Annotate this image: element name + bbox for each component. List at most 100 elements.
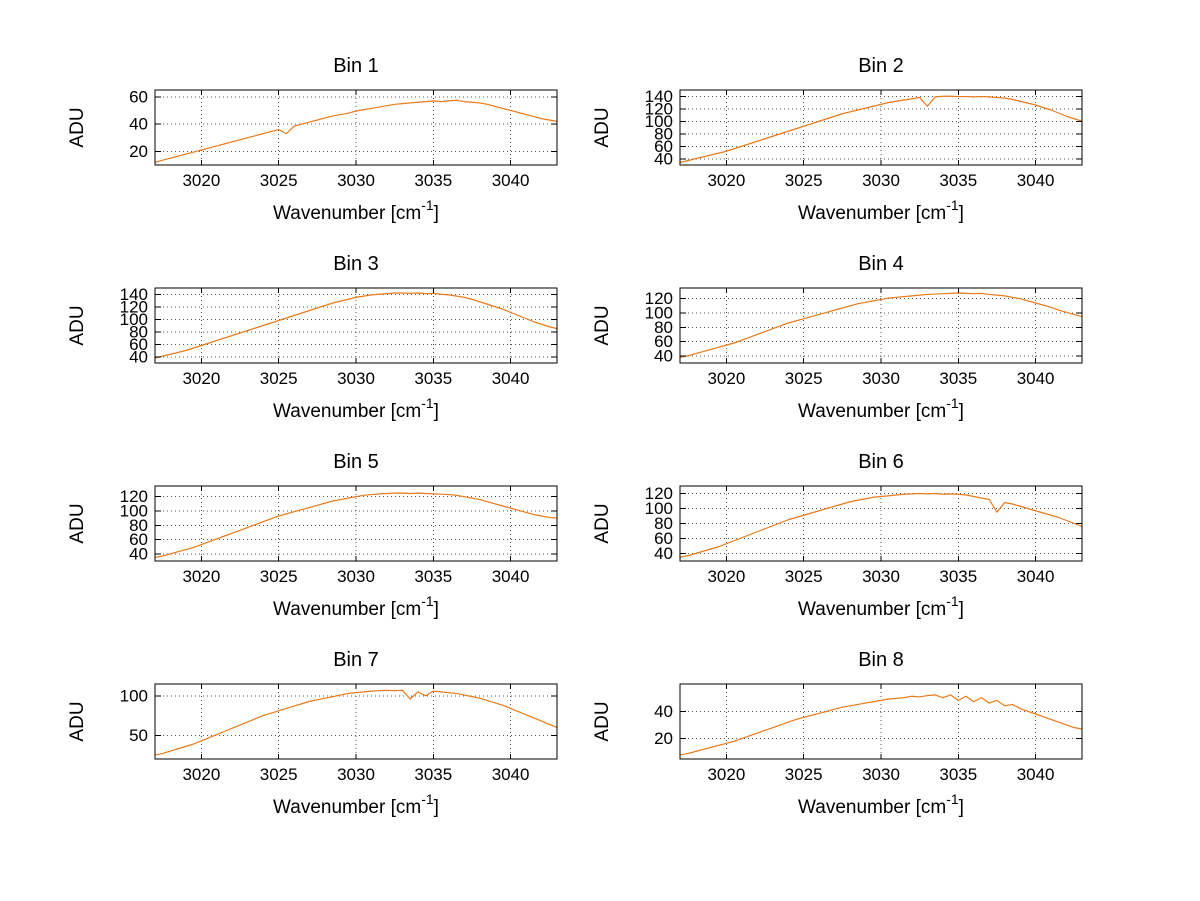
- subplot-bin-6: 3020 3025 3030 3035 3040 40 60 80 100 120 Bin 6 Wav…: [550, 448, 1104, 633]
- subplot-bin-5: 3020 3025 3030 3035 3040 40 60 80 100 120 Bin 5 Wav…: [25, 448, 579, 633]
- chart-title-bin-7: Bin 7: [333, 649, 379, 671]
- y-tick-label: 60: [129, 530, 148, 549]
- y-tick-label: 20: [129, 142, 148, 161]
- x-tick-label: 3040: [1017, 765, 1055, 784]
- y-tick-label: 40: [654, 346, 673, 365]
- y-axis-label: ADU: [592, 107, 613, 147]
- chart-svg-bin-1: 3020 3025 3030 3035 3040 20 40 60 Bin 1 Wavenumbe…: [67, 55, 558, 224]
- x-tick-label: 3035: [939, 171, 977, 190]
- axes-box: [154, 287, 558, 364]
- x-tick-label: 3030: [862, 171, 900, 190]
- x-tick-label: 3020: [707, 171, 745, 190]
- y-tick-label: 40: [129, 544, 148, 563]
- x-tick-label: 3025: [260, 171, 298, 190]
- spectrum-line-bin-2: [679, 95, 1083, 164]
- axes-box: [154, 89, 558, 166]
- y-tick-label: 100: [645, 112, 673, 131]
- y-tick-label: 120: [645, 99, 673, 118]
- y-tick-label: 60: [654, 332, 673, 351]
- x-tick-label: 3030: [862, 567, 900, 586]
- x-tick-label: 3020: [182, 765, 220, 784]
- x-axis-label: Wavenumber [cm-1]: [273, 593, 439, 620]
- y-tick-label: 120: [120, 297, 148, 316]
- y-tick-label: 40: [654, 702, 673, 721]
- x-tick-label: 3020: [182, 567, 220, 586]
- x-tick-label: 3035: [414, 567, 452, 586]
- chart-title-bin-2: Bin 2: [858, 55, 904, 77]
- x-tick-label: 3030: [862, 369, 900, 388]
- x-tick-label: 3020: [707, 369, 745, 388]
- y-tick-label: 80: [654, 318, 673, 337]
- chart-svg-bin-8: 3020 3025 3030 3035 3040 20 40 Bin 8 Wavenumber …: [592, 649, 1083, 818]
- x-tick-label: 3040: [492, 171, 530, 190]
- x-tick-label: 3040: [492, 567, 530, 586]
- y-axis-label: ADU: [67, 503, 88, 543]
- axes-box: [679, 683, 1083, 760]
- y-tick-label: 100: [645, 499, 673, 518]
- x-axis-label: Wavenumber [cm-1]: [798, 791, 964, 818]
- chart-title-bin-8: Bin 8: [858, 649, 904, 671]
- y-tick-label: 20: [654, 729, 673, 748]
- chart-title-bin-5: Bin 5: [333, 451, 379, 473]
- x-tick-label: 3040: [1017, 369, 1055, 388]
- subplot-bin-8: 3020 3025 3030 3035 3040 20 40 Bin 8 Wavenumber …: [550, 646, 1104, 831]
- subplot-bin-7: 3020 3025 3030 3035 3040 50 100 Bin 7 Wavenumber…: [25, 646, 579, 831]
- y-tick-label: 100: [120, 310, 148, 329]
- y-tick-label: 80: [129, 322, 148, 341]
- spectrum-line-bin-6: [679, 492, 1083, 558]
- x-tick-label: 3025: [260, 567, 298, 586]
- y-axis-label: ADU: [67, 305, 88, 345]
- y-tick-label: 80: [129, 516, 148, 535]
- chart-title-bin-1: Bin 1: [333, 55, 379, 77]
- y-tick-label: 120: [120, 487, 148, 506]
- y-tick-label: 60: [654, 137, 673, 156]
- x-axis-label: Wavenumber [cm-1]: [798, 593, 964, 620]
- x-tick-label: 3020: [707, 567, 745, 586]
- x-tick-label: 3040: [492, 369, 530, 388]
- x-tick-label: 3035: [414, 369, 452, 388]
- x-tick-label: 3020: [182, 369, 220, 388]
- chart-title-bin-3: Bin 3: [333, 253, 379, 275]
- y-tick-label: 40: [654, 544, 673, 563]
- y-tick-label: 40: [129, 347, 148, 366]
- x-axis-label: Wavenumber [cm-1]: [798, 395, 964, 422]
- x-tick-label: 3035: [939, 765, 977, 784]
- y-tick-label: 50: [129, 726, 148, 745]
- x-tick-label: 3035: [414, 765, 452, 784]
- y-tick-label: 100: [120, 686, 148, 705]
- x-tick-label: 3035: [414, 171, 452, 190]
- x-tick-label: 3040: [1017, 171, 1055, 190]
- spectrum-line-bin-5: [154, 492, 558, 559]
- spectrum-line-bin-3: [154, 292, 558, 359]
- x-tick-label: 3020: [182, 171, 220, 190]
- spectrum-line-bin-4: [679, 292, 1083, 358]
- y-axis-label: ADU: [67, 701, 88, 741]
- y-tick-label: 100: [645, 304, 673, 323]
- y-tick-label: 80: [654, 514, 673, 533]
- subplot-bin-2: 3020 3025 3030 3035 3040 40 60 80 100 120 140 Bin 2…: [550, 52, 1104, 237]
- y-tick-label: 60: [129, 335, 148, 354]
- spectrum-line-bin-8: [679, 694, 1083, 756]
- y-tick-label: 100: [120, 502, 148, 521]
- x-tick-label: 3035: [939, 567, 977, 586]
- y-axis-label: ADU: [592, 503, 613, 543]
- x-tick-label: 3030: [337, 369, 375, 388]
- y-tick-label: 40: [129, 115, 148, 134]
- y-tick-label: 140: [645, 87, 673, 106]
- axes-box: [154, 683, 558, 760]
- x-tick-label: 3030: [337, 567, 375, 586]
- subplot-bin-1: 3020 3025 3030 3035 3040 20 40 60 Bin 1 Wavenumbe…: [25, 52, 579, 237]
- y-tick-label: 120: [645, 289, 673, 308]
- x-tick-label: 3025: [260, 765, 298, 784]
- x-tick-label: 3025: [785, 765, 823, 784]
- x-tick-label: 3030: [862, 765, 900, 784]
- y-tick-label: 140: [120, 285, 148, 304]
- subplot-bin-4: 3020 3025 3030 3035 3040 40 60 80 100 120 Bin 4 Wav…: [550, 250, 1104, 435]
- x-tick-label: 3030: [337, 171, 375, 190]
